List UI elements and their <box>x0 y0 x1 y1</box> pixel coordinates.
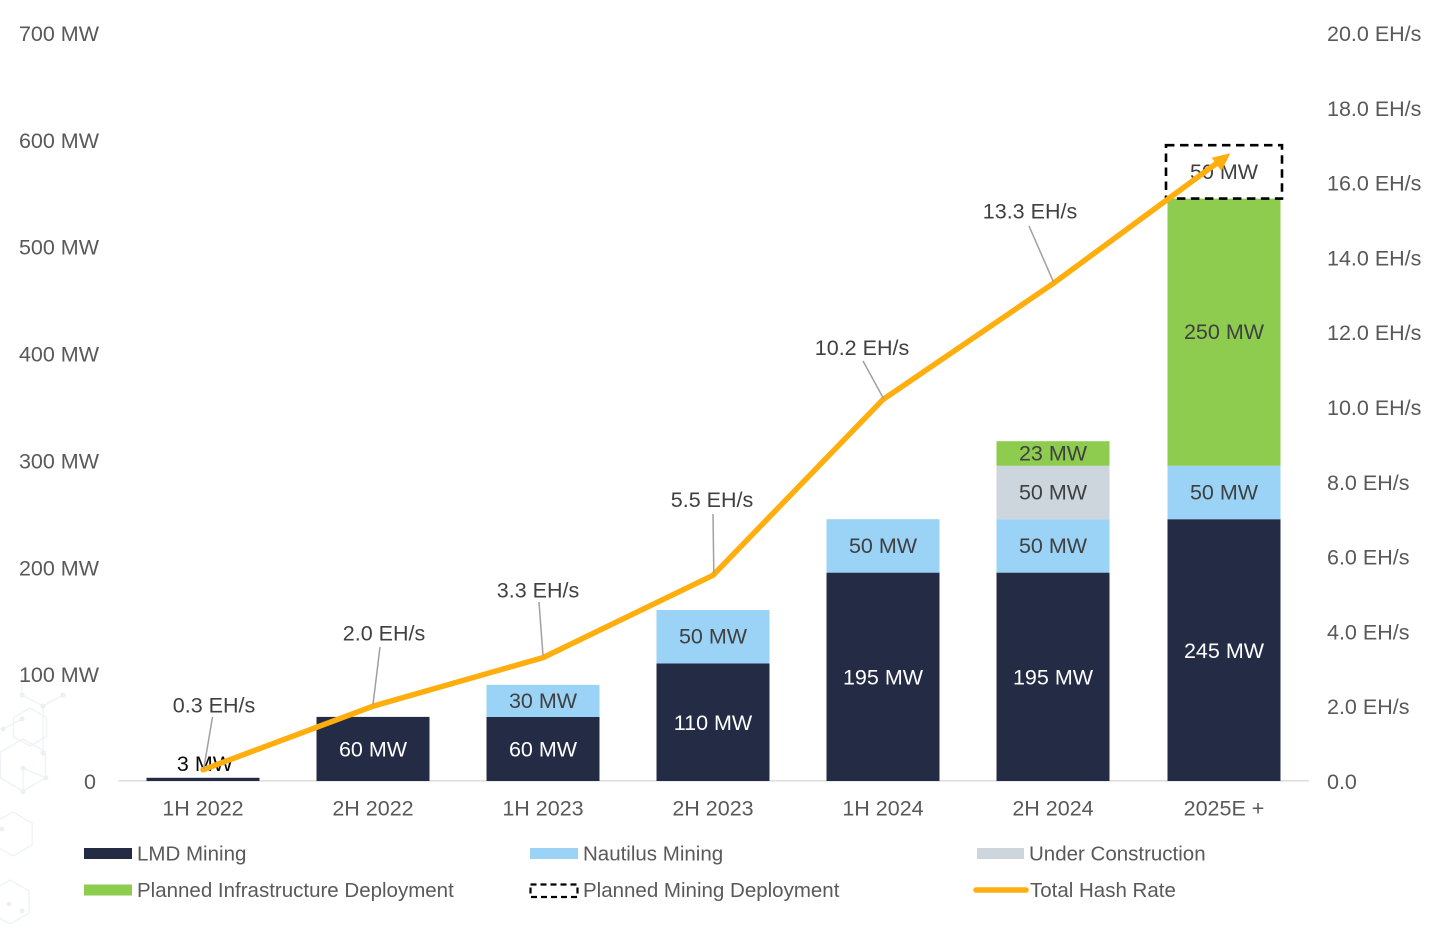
svg-text:2H 2024: 2H 2024 <box>1012 797 1093 821</box>
svg-text:50 MW: 50 MW <box>1019 534 1088 558</box>
svg-text:12.0 EH/s: 12.0 EH/s <box>1327 321 1421 345</box>
svg-text:Planned Infrastructure Deploym: Planned Infrastructure Deployment <box>137 879 454 902</box>
svg-text:0.0: 0.0 <box>1327 770 1357 794</box>
svg-text:400 MW: 400 MW <box>19 343 100 367</box>
svg-text:Nautilus Mining: Nautilus Mining <box>583 843 723 866</box>
svg-text:Planned Mining Deployment: Planned Mining Deployment <box>583 879 840 902</box>
svg-text:1H 2022: 1H 2022 <box>162 797 243 821</box>
svg-text:700 MW: 700 MW <box>19 22 100 46</box>
svg-text:300 MW: 300 MW <box>19 449 100 473</box>
svg-text:23 MW: 23 MW <box>1019 442 1088 466</box>
svg-text:20.0 EH/s: 20.0 EH/s <box>1327 22 1421 46</box>
svg-text:Under Construction: Under Construction <box>1029 843 1206 866</box>
svg-text:13.3 EH/s: 13.3 EH/s <box>983 200 1077 224</box>
svg-text:4.0 EH/s: 4.0 EH/s <box>1327 620 1409 644</box>
svg-text:1H 2023: 1H 2023 <box>502 797 583 821</box>
svg-text:195 MW: 195 MW <box>1013 666 1094 690</box>
svg-text:6.0 EH/s: 6.0 EH/s <box>1327 546 1409 570</box>
svg-text:110 MW: 110 MW <box>674 711 753 735</box>
svg-text:50 MW: 50 MW <box>1019 481 1088 505</box>
svg-text:250 MW: 250 MW <box>1184 320 1265 344</box>
svg-text:50 MW: 50 MW <box>679 625 748 649</box>
svg-text:10.0 EH/s: 10.0 EH/s <box>1327 396 1421 420</box>
svg-text:10.2 EH/s: 10.2 EH/s <box>815 336 909 360</box>
svg-text:2025E +: 2025E + <box>1184 797 1265 821</box>
svg-text:5.5 EH/s: 5.5 EH/s <box>671 488 753 512</box>
svg-text:60 MW: 60 MW <box>509 738 578 762</box>
svg-text:50 MW: 50 MW <box>849 534 918 558</box>
svg-text:60 MW: 60 MW <box>339 738 408 762</box>
svg-text:3.3 EH/s: 3.3 EH/s <box>497 579 579 603</box>
svg-text:195 MW: 195 MW <box>843 666 924 690</box>
svg-text:2.0 EH/s: 2.0 EH/s <box>343 622 425 646</box>
svg-text:LMD Mining: LMD Mining <box>137 843 246 866</box>
svg-text:0: 0 <box>84 770 96 794</box>
svg-text:500 MW: 500 MW <box>19 236 100 260</box>
svg-text:200 MW: 200 MW <box>19 556 100 580</box>
svg-text:30 MW: 30 MW <box>509 689 578 713</box>
svg-text:2.0 EH/s: 2.0 EH/s <box>1327 695 1409 719</box>
svg-text:Total Hash Rate: Total Hash Rate <box>1030 879 1176 902</box>
svg-text:0.3 EH/s: 0.3 EH/s <box>173 694 255 718</box>
svg-text:2H 2022: 2H 2022 <box>332 797 413 821</box>
svg-text:2H 2023: 2H 2023 <box>672 797 753 821</box>
svg-text:50 MW: 50 MW <box>1190 481 1259 505</box>
svg-text:16.0 EH/s: 16.0 EH/s <box>1327 172 1421 196</box>
svg-text:1H 2024: 1H 2024 <box>842 797 923 821</box>
svg-text:8.0 EH/s: 8.0 EH/s <box>1327 471 1409 495</box>
svg-text:14.0 EH/s: 14.0 EH/s <box>1327 246 1421 270</box>
svg-text:600 MW: 600 MW <box>19 129 100 153</box>
svg-text:18.0 EH/s: 18.0 EH/s <box>1327 97 1421 121</box>
svg-text:100 MW: 100 MW <box>19 663 100 687</box>
svg-text:245 MW: 245 MW <box>1184 639 1265 663</box>
